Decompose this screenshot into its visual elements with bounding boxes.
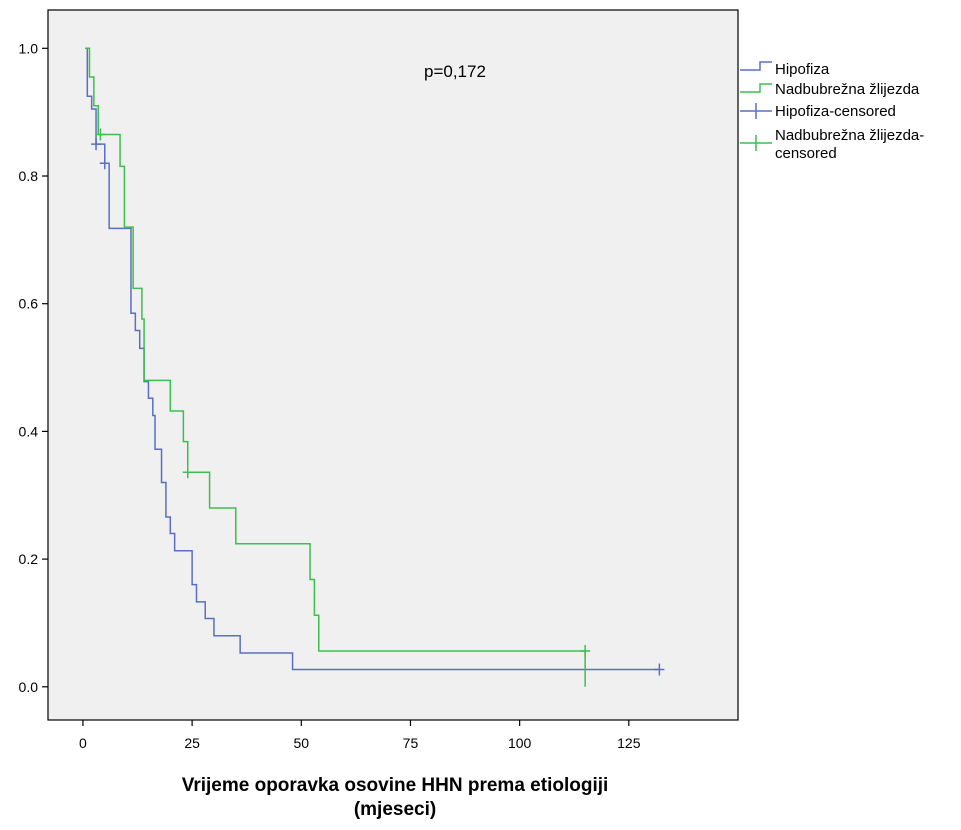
p-value-annotation: p=0,172: [424, 62, 486, 81]
legend-swatch-nadbubrezna: [740, 83, 772, 93]
y-tick-label: 0.2: [19, 551, 39, 567]
legend-label-nadbubrezna: Nadbubrežna žlijezda: [775, 81, 920, 98]
x-tick-label: 25: [184, 735, 200, 751]
legend-item-hipofiza: Hipofiza: [740, 61, 830, 78]
x-axis-title-line2: (mjeseci): [354, 799, 436, 820]
legend-swatch-hipofiza-censored: [740, 103, 772, 119]
legend-swatch-hipofiza: [740, 61, 772, 71]
legend-label-nadbubrezna-censored-line1: Nadbubrežna žlijezda-: [775, 127, 924, 144]
y-tick-label: 0.0: [19, 679, 39, 695]
censor-mark-hipofiza: [99, 157, 110, 170]
km-curve-hipofiza: [85, 47, 660, 671]
censor-mark-hipofiza: [654, 663, 665, 676]
x-tick-label: 125: [617, 735, 641, 751]
legend-label-hipofiza: Hipofiza: [775, 61, 830, 78]
x-axis-title-line1: Vrijeme oporavka osovine HHN prema etiol…: [182, 775, 609, 796]
plot-background: [47, 9, 739, 721]
x-tick-label: 100: [508, 735, 532, 751]
legend-item-nadbubrezna: Nadbubrežna žlijezda: [740, 81, 920, 98]
legend-label-hipofiza-censored: Hipofiza-censored: [775, 103, 896, 120]
x-tick-label: 75: [403, 735, 419, 751]
x-tick-label: 50: [294, 735, 310, 751]
legend-swatch-nadbubrezna-censored: [740, 135, 772, 151]
series-layer: [85, 47, 660, 687]
censor-layer: [91, 128, 665, 676]
legend-item-nadbubrezna-censored: Nadbubrežna žlijezda- censored: [740, 127, 924, 162]
censor-mark-hipofiza: [91, 138, 102, 151]
legend-item-hipofiza-censored: Hipofiza-censored: [740, 103, 896, 120]
legend: Hipofiza Nadbubrežna žlijezda Hipofiza-c…: [740, 61, 924, 162]
y-axis: 0.0 0.2 0.4 0.6 0.8 1.0: [19, 40, 48, 695]
y-tick-label: 0.8: [19, 168, 39, 184]
censor-mark-nadbubrezna: [580, 645, 591, 658]
censor-mark-nadbubrezna: [182, 466, 193, 479]
y-tick-label: 0.6: [19, 296, 39, 312]
y-tick-label: 0.4: [19, 423, 39, 439]
x-tick-label: 0: [79, 735, 87, 751]
legend-label-nadbubrezna-censored-line2: censored: [775, 145, 837, 162]
x-axis: 0 25 50 75 100 125: [79, 720, 641, 751]
y-tick-label: 1.0: [19, 40, 39, 56]
km-curve-nadbubrezna: [85, 47, 586, 687]
censor-mark-nadbubrezna: [95, 128, 106, 141]
